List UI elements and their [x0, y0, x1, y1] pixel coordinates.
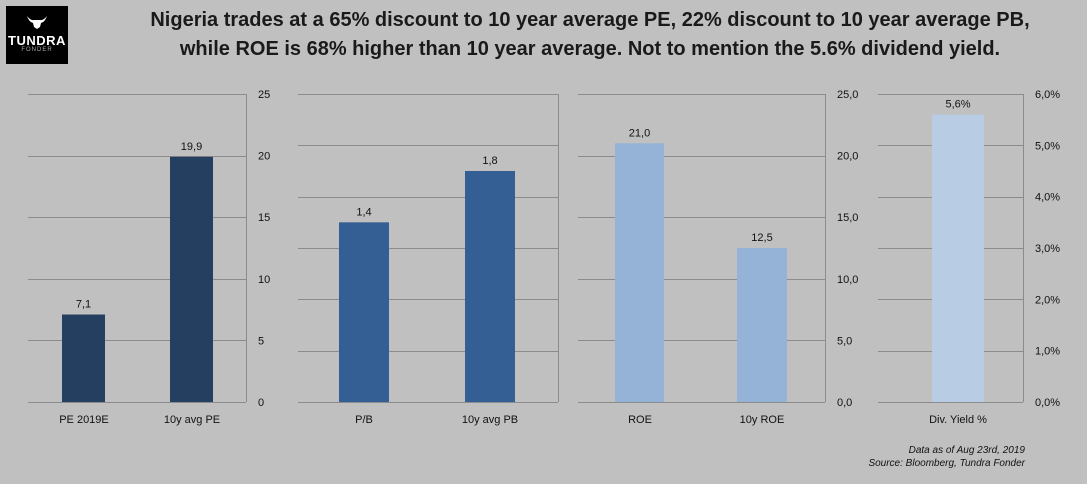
category-label: 10y avg PB	[462, 414, 518, 426]
page-title: Nigeria trades at a 65% discount to 10 y…	[100, 6, 1080, 64]
data-label: 1,4	[356, 206, 371, 218]
y-tick-label: 5,0	[837, 335, 852, 347]
bar-pb-1	[465, 171, 515, 402]
chart-roe: 0,0 5,0 10,0 15,0 20,0 25,0 21,0 ROE 12,5 10y ROE	[578, 89, 858, 426]
logo-brand: TUNDRA	[8, 33, 66, 48]
y-tick-label: 4,0%	[1035, 192, 1060, 204]
y-tick-label: 10	[258, 274, 270, 286]
data-label: 5,6%	[945, 99, 970, 111]
chart-pe: 0 5 10 15 20 25 7,1 PE 2019E 19,9 10y avg PE	[28, 89, 270, 426]
bar-pe-0	[62, 314, 105, 402]
data-label: 12,5	[751, 232, 772, 244]
y-tick-label: 0,0	[837, 397, 852, 409]
title-line-1: Nigeria trades at a 65% discount to 10 y…	[150, 9, 1030, 31]
y-tick-label: 15	[258, 212, 270, 224]
y-tick-label: 0,0%	[1035, 397, 1060, 409]
category-label: 10y avg PE	[164, 414, 220, 426]
bar-div-0	[932, 114, 984, 403]
bar-pe-1	[170, 156, 213, 402]
category-label: Div. Yield %	[929, 414, 987, 426]
source-note: Data as of Aug 23rd, 2019 Source: Bloomb…	[868, 444, 1025, 470]
bull-icon	[27, 16, 47, 29]
y-tick-label: 2,0%	[1035, 294, 1060, 306]
y-tick-label: 5	[258, 335, 264, 347]
data-label: 7,1	[76, 299, 91, 311]
bar-roe-1	[737, 248, 787, 402]
data-label: 21,0	[629, 127, 650, 139]
y-tick-label: 0	[258, 397, 264, 409]
data-label: 1,8	[482, 155, 497, 167]
bar-roe-0	[615, 143, 664, 402]
y-tick-label: 3,0%	[1035, 243, 1060, 255]
category-label: P/B	[355, 414, 373, 426]
y-tick-label: 1,0%	[1035, 346, 1060, 358]
category-label: PE 2019E	[59, 414, 109, 426]
y-tick-label: 15,0	[837, 212, 858, 224]
source-line-2: Source: Bloomberg, Tundra Fonder	[868, 458, 1025, 469]
y-tick-label: 6,0%	[1035, 89, 1060, 101]
data-label: 19,9	[181, 141, 202, 153]
y-tick-label: 5,0%	[1035, 140, 1060, 152]
y-tick-label: 10,0	[837, 274, 858, 286]
y-tick-label: 20,0	[837, 151, 858, 163]
source-line-1: Data as of Aug 23rd, 2019	[908, 445, 1025, 456]
chart-pb: 1,4 P/B 1,8 10y avg PB	[298, 94, 559, 426]
category-label: ROE	[628, 414, 652, 426]
title-line-2: while ROE is 68% higher than 10 year ave…	[179, 38, 1001, 60]
y-tick-label: 25	[258, 89, 270, 101]
logo-sub: FONDER	[21, 47, 53, 53]
category-label: 10y ROE	[740, 414, 785, 426]
y-tick-label: 25,0	[837, 89, 858, 101]
tundra-logo: TUNDRA FONDER	[6, 6, 68, 64]
chart-div: 0,0% 1,0% 2,0% 3,0% 4,0% 5,0% 6,0% 5,6% Div. Yie…	[878, 89, 1060, 426]
bar-pb-0	[339, 222, 389, 402]
y-tick-label: 20	[258, 151, 270, 163]
